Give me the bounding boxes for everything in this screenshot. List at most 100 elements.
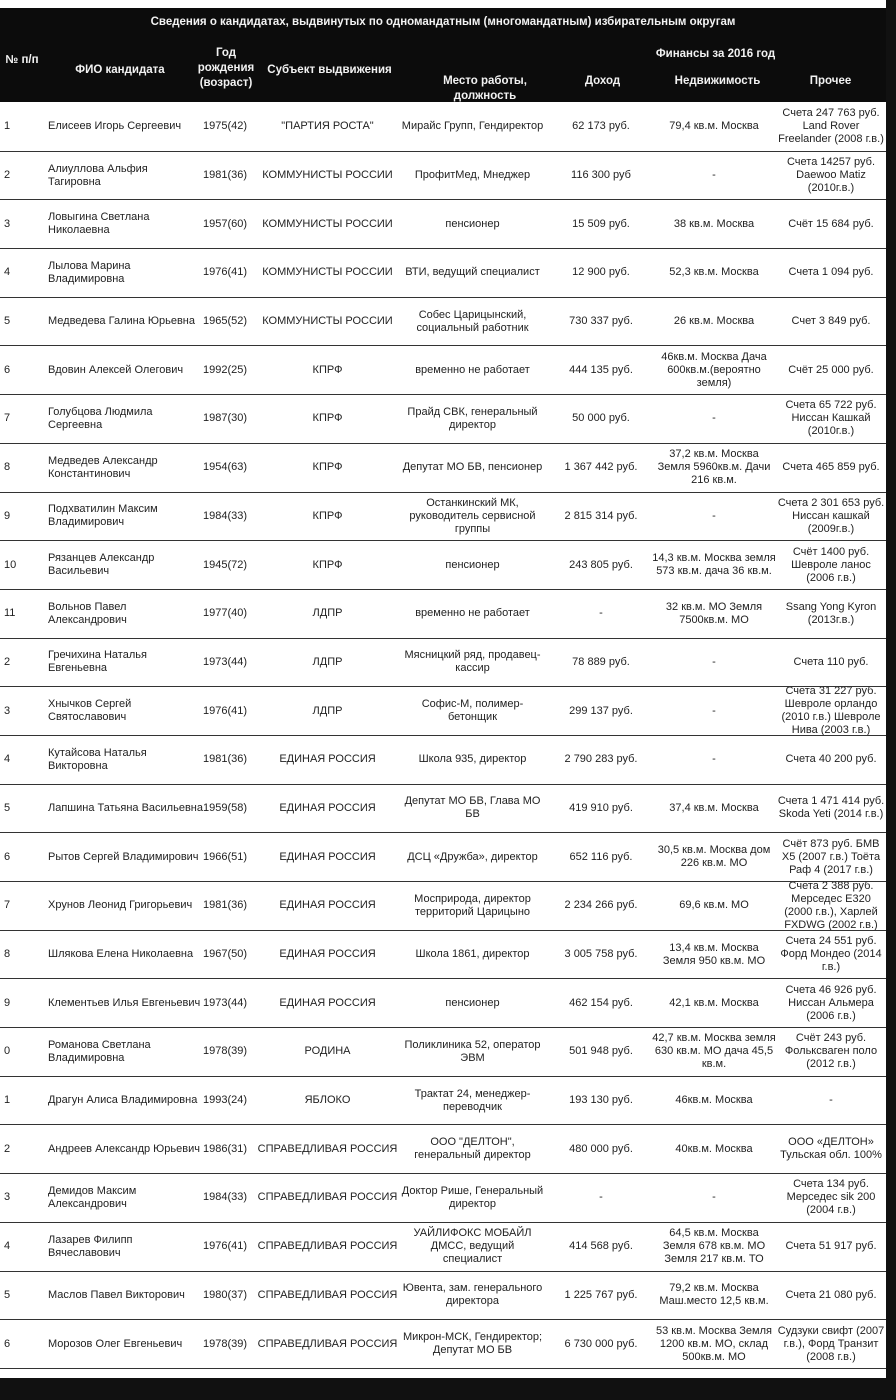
table-row: 5 Лапшина Татьяна Васильевна 1959(58) ЕДИНА… [0,785,886,834]
cell-nominator: СПРАВЕДЛИВАЯ РОССИЯ [257,1337,398,1350]
cell-nominator: ЕДИНАЯ РОССИЯ [279,753,376,766]
cell-number: 1 [4,1094,11,1107]
cell-income: 652 116 руб. [569,850,633,863]
cell-income: 1 367 442 руб. [564,461,638,474]
cell-real-estate: 32 кв.м. МО Земля 7500кв.м. МО [665,600,763,626]
cell-real-estate: 52,3 кв.м. Москва [669,266,759,279]
cell-number: 5 [4,801,11,814]
cell-workplace: Трактат 24, менеджер-переводчик [414,1087,531,1113]
cell-real-estate: - [712,753,716,766]
cell-name: Романова Светлана Владимировна [48,1038,151,1064]
cell-income: 2 815 314 руб. [564,509,638,522]
cell-birth-year: 1978(39) [202,1045,248,1058]
cell-income: 193 130 руб. [569,1094,633,1107]
cell-name: Клементьев Илья Евгеньевич [48,996,201,1009]
cell-birth-year: 1993(24) [202,1094,248,1107]
cell-income: 462 154 руб. [569,996,633,1009]
col-header-real-estate: Недвижимость [674,75,761,87]
cell-workplace: ДСЦ «Дружба», директор [407,850,538,863]
cell-birth-year: 1957(60) [202,217,248,230]
cell-nominator: СПРАВЕДЛИВАЯ РОССИЯ [257,1288,398,1301]
cell-name: Рытов Сергей Владимирович [48,850,199,863]
cell-name: Медведев Александр Константинович [48,454,158,480]
cell-real-estate: - [712,1191,716,1204]
cell-birth-year: 1981(36) [202,753,248,766]
cell-name: Вдовин Алексей Олегович [48,363,184,376]
col-header-nominator: Субъект выдвижения [267,64,392,76]
cell-other: Счета 2 388 руб. Мерседес E320 (2000 г.в… [784,882,878,930]
cell-name: Вольнов Павел Александрович [48,600,127,626]
cell-real-estate: 46кв.м. Москва Дача 600кв.м.(вероятно зе… [661,350,767,389]
cell-name: Драгун Алиса Владимировна [48,1094,198,1107]
cell-name: Хнычков Сергей Святославович [48,698,132,724]
table-header: Сведения о кандидатах, выдвинутых по одн… [0,8,886,102]
cell-name: Голубцова Людмила Сергеевна [48,405,153,431]
cell-real-estate: 38 кв.м. Москва [673,217,755,230]
cell-birth-year: 1954(63) [202,461,248,474]
cell-other: Ssang Yong Kyron (2013г.в.) [785,600,877,626]
cell-other: Счета 2 301 653 руб. Ниссан кашкай (2009… [777,496,885,535]
cell-number: 6 [4,850,11,863]
cell-income: 3 005 758 руб. [564,948,638,961]
cell-workplace: Мирайс Групп, Гендиректор [401,120,544,133]
cell-name: Елисеев Игорь Сергеевич [48,120,182,133]
table-row: 1 Драгун Алиса Владимировна 1993(24) ЯБЛОКО… [0,1077,886,1126]
table-row: 2 Андреев Александр Юрьевич 1986(31) СПРАВЕ… [0,1125,886,1175]
cell-birth-year: 1965(52) [202,315,248,328]
cell-number: 9 [4,509,11,522]
cell-income: 6 730 000 руб. [564,1337,638,1350]
table-row: 9 Клементьев Илья Евгеньевич 1973(44) ЕДИНА… [0,979,886,1029]
table-row: 3 Демидов Максим Александрович 1984(33) СПР… [0,1174,886,1223]
cell-birth-year: 1945(72) [202,558,248,571]
table-row: 4 Лазарев Филипп Вячеславович 1976(41) СПРА… [0,1223,886,1272]
cell-other: Счета 31 227 руб. Шевроле орландо (2010 … [781,687,881,735]
cell-birth-year: 1984(33) [202,509,248,522]
table-row: 11 Вольнов Павел Александрович 1977(40) ЛДП… [0,590,886,639]
cell-workplace: Доктор Рише, Генеральный директор [401,1184,544,1210]
cell-workplace: временно не работает [415,607,530,620]
cell-nominator: КОММУНИСТЫ РОССИИ [262,315,393,328]
cell-other: Счета 1 471 414 руб. Skoda Yeti (2014 г.… [777,795,885,821]
cell-other: Судзуки свифт (2007 г.в.), Форд Транзит … [777,1324,885,1363]
cell-birth-year: 1976(41) [202,266,248,279]
cell-number: 10 [4,558,17,571]
cell-number: 11 [4,607,16,620]
cell-workplace: Мясницкий ряд, продавец-кассир [404,649,541,675]
cell-income: 480 000 руб. [569,1142,633,1155]
cell-workplace: пенсионер [445,996,500,1009]
table-row: 5 Маслов Павел Викторович 1980(37) СПРАВЕДЛ… [0,1272,886,1321]
cell-other: Счета 14257 руб. Daewoo Matiz (2010г.в.) [786,156,875,195]
cell-birth-year: 1973(44) [202,996,248,1009]
cell-income: 2 790 283 руб. [564,753,638,766]
cell-workplace: УАЙЛИФОКС МОБАЙЛ ДМСС, ведущий специалис… [413,1227,532,1266]
cell-other: Счет 3 849 руб. [791,315,871,328]
cell-workplace: Софис-М, полимер-бетонщик [421,698,524,724]
cell-number: 3 [4,217,11,230]
cell-workplace: временно не работает [415,363,530,376]
cell-workplace: Останкинский МК, руководитель сервисной … [409,496,536,535]
cell-number: 5 [4,315,11,328]
cell-income: 299 137 руб. [569,704,633,717]
cell-workplace: Депутат МО БВ, Глава МО БВ [404,795,541,821]
cell-number: 4 [4,753,11,766]
scan-edge-right [886,0,896,1400]
cell-real-estate: - [712,655,716,668]
cell-other: Счета 24 551 руб. Форд Мондео (2014 г.в.… [780,935,882,974]
col-header-name: ФИО кандидата [75,64,165,76]
cell-workplace: Школа 1861, директор [415,948,530,961]
cell-birth-year: 1973(44) [202,655,248,668]
cell-name: Шлякова Елена Николаевна [48,948,194,961]
cell-other: - [829,1094,833,1107]
cell-name: Андреев Александр Юрьевич [48,1142,200,1155]
cell-real-estate: - [712,704,716,717]
cell-income: 78 889 руб. [572,655,630,668]
table-row: 6 Вдовин Алексей Олегович 1992(25) КПРФ врем… [0,346,886,396]
cell-nominator: ЛДПР [312,607,343,620]
cell-income: 50 000 руб. [572,412,630,425]
cell-income: 116 300 руб [571,169,631,182]
table-row: 7 Хрунов Леонид Григорьевич 1981(36) ЕДИНАЯ… [0,882,886,931]
cell-birth-year: 1987(30) [202,412,248,425]
cell-real-estate: 37,2 кв.м. Москва Земля 5960кв.м. Дачи 2… [657,448,771,487]
cell-other: Счёт 243 руб. Фольксваген поло (2012 г.в… [784,1032,878,1071]
table-title: Сведения о кандидатах, выдвинутых по одн… [150,16,736,28]
